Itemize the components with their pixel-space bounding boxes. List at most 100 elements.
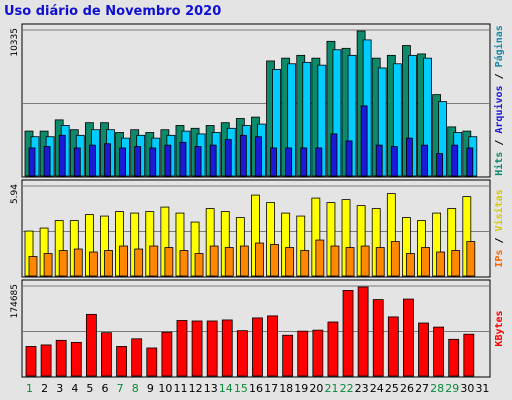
bar-marks [24, 30, 478, 377]
day-label-29: 29 [445, 382, 459, 395]
bar-ips-day-1 [28, 256, 38, 277]
bar-páginas-day-11 [179, 141, 187, 177]
bar-páginas-day-28 [436, 153, 444, 177]
day-label-5: 5 [86, 382, 93, 395]
bar-kbytes-day-16 [252, 317, 263, 377]
bar-kbytes-day-21 [327, 321, 339, 377]
bar-kbytes-day-3 [55, 339, 67, 377]
bar-kbytes-day-8 [131, 338, 143, 377]
side-legend-visits-sites: IPs / Visitas [493, 189, 505, 267]
bar-ips-day-9 [149, 245, 159, 277]
bar-ips-day-23 [360, 245, 370, 277]
bar-páginas-day-1 [28, 147, 36, 177]
bar-páginas-day-5 [88, 144, 96, 177]
bar-páginas-day-25 [390, 146, 398, 177]
day-label-2: 2 [41, 382, 48, 395]
day-label-23: 23 [355, 382, 369, 395]
bar-kbytes-day-1 [25, 346, 37, 377]
bar-páginas-day-14 [224, 139, 232, 177]
bar-kbytes-day-20 [312, 329, 324, 377]
day-label-9: 9 [147, 382, 154, 395]
bar-ips-day-30 [466, 241, 476, 277]
bar-ips-day-18 [285, 247, 295, 277]
bar-páginas-day-10 [164, 144, 172, 177]
day-label-31: 31 [475, 382, 489, 395]
bar-páginas-day-19 [300, 147, 308, 177]
bar-ips-day-2 [43, 253, 53, 277]
bar-ips-day-11 [179, 250, 189, 277]
bar-ips-day-4 [73, 248, 83, 277]
y-max-label: 174685 [10, 284, 20, 318]
day-label-27: 27 [415, 382, 429, 395]
bar-kbytes-day-22 [342, 290, 354, 377]
bar-kbytes-day-24 [372, 299, 384, 377]
bar-kbytes-day-23 [357, 286, 369, 377]
bar-ips-day-8 [134, 248, 144, 277]
bar-kbytes-day-27 [418, 322, 429, 377]
bar-kbytes-day-6 [101, 332, 112, 377]
bar-páginas-day-7 [119, 147, 126, 177]
bar-kbytes-day-19 [297, 330, 309, 377]
bar-ips-day-10 [164, 247, 174, 277]
bar-ips-day-20 [315, 239, 325, 277]
chart-labels: 10335 Hits / Arquivos / Páginas 5.94 IPs / … [10, 25, 505, 395]
side-legend-hits-files-pages: Hits / Arquivos / Páginas [493, 25, 505, 176]
bar-ips-day-17 [270, 244, 279, 277]
bar-páginas-day-17 [270, 147, 277, 177]
side-legend-kbytes: KBytes [494, 310, 505, 346]
day-label-28: 28 [430, 382, 444, 395]
day-label-4: 4 [71, 382, 78, 395]
day-label-14: 14 [219, 382, 233, 395]
day-label-6: 6 [102, 382, 109, 395]
bar-páginas-day-22 [345, 140, 353, 177]
bar-ips-day-6 [104, 250, 113, 277]
bar-kbytes-day-28 [433, 326, 445, 377]
day-label-13: 13 [204, 382, 218, 395]
bar-ips-day-13 [209, 245, 219, 277]
bar-páginas-day-18 [285, 147, 293, 177]
bar-kbytes-day-2 [40, 344, 52, 377]
bar-ips-day-22 [345, 247, 355, 277]
bar-kbytes-day-12 [191, 320, 203, 377]
bar-kbytes-day-7 [116, 346, 127, 377]
bar-páginas-day-29 [451, 144, 459, 177]
bar-páginas-day-26 [406, 137, 413, 177]
bar-páginas-day-13 [209, 144, 217, 177]
bar-ips-day-29 [451, 250, 461, 277]
day-label-18: 18 [279, 382, 293, 395]
day-label-30: 30 [460, 382, 474, 395]
bar-kbytes-day-14 [221, 319, 233, 377]
day-label-16: 16 [249, 382, 263, 395]
bar-kbytes-day-9 [146, 347, 158, 377]
bar-páginas-day-21 [330, 133, 338, 177]
bar-ips-day-25 [390, 241, 400, 277]
bar-ips-day-26 [406, 253, 415, 277]
bar-ips-day-14 [224, 247, 234, 277]
chart-title: Uso diário de Novembro 2020 [4, 4, 222, 19]
day-label-21: 21 [324, 382, 338, 395]
bar-ips-day-5 [88, 251, 98, 277]
bar-páginas-day-8 [134, 146, 142, 177]
y-max-label: 10335 [10, 28, 20, 57]
bar-ips-day-24 [375, 247, 385, 277]
bar-kbytes-day-26 [403, 298, 414, 377]
day-label-20: 20 [309, 382, 323, 395]
bar-páginas-day-6 [104, 143, 111, 177]
bar-ips-day-3 [58, 250, 68, 277]
day-label-19: 19 [294, 382, 308, 395]
day-label-3: 3 [56, 382, 63, 395]
bar-kbytes-day-15 [236, 330, 248, 377]
day-label-8: 8 [132, 382, 139, 395]
day-label-17: 17 [264, 382, 278, 395]
bar-ips-day-21 [330, 245, 340, 277]
bar-páginas-day-23 [360, 105, 368, 177]
bar-páginas-day-9 [149, 147, 157, 177]
day-label-26: 26 [400, 382, 414, 395]
bar-páginas-day-20 [315, 147, 323, 177]
bar-páginas-day-30 [466, 147, 474, 177]
y-max-label: 5.94 [10, 184, 20, 204]
bar-páginas-day-27 [421, 144, 428, 177]
day-label-7: 7 [117, 382, 124, 395]
bar-kbytes-day-13 [206, 320, 218, 377]
